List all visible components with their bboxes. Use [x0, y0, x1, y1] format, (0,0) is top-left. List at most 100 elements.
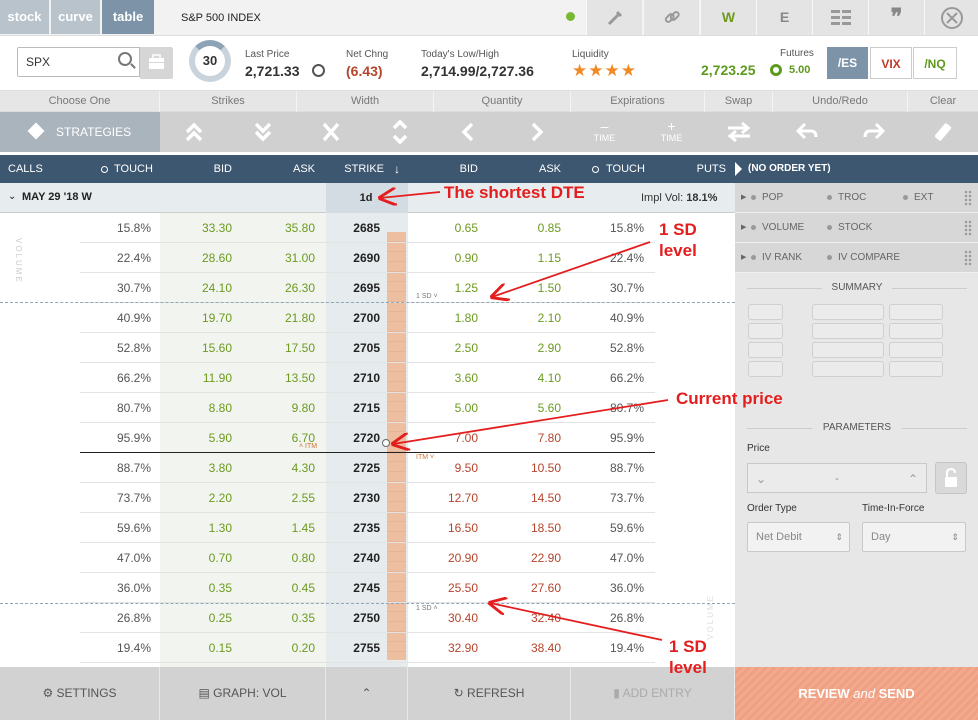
call-bid-cell[interactable]: 3.80: [208, 461, 232, 475]
quote-icon[interactable]: ❞: [868, 0, 924, 35]
strike-header[interactable]: STRIKE: [344, 163, 384, 175]
put-ask-cell[interactable]: 27.60: [530, 581, 561, 595]
put-bid-cell[interactable]: 25.50: [447, 581, 478, 595]
call-ask-cell[interactable]: 6.70: [291, 431, 315, 445]
put-ask-cell[interactable]: 2.10: [537, 311, 561, 325]
put-bid-cell[interactable]: 9.50: [454, 461, 478, 475]
call-ask-cell[interactable]: 9.80: [291, 401, 315, 415]
symbol-input[interactable]: SPX: [17, 47, 140, 77]
call-bid-cell[interactable]: 28.60: [201, 251, 232, 265]
touch-right-header[interactable]: TOUCH: [606, 163, 645, 175]
table-row[interactable]: 22.4% 28.60 31.00 2690 0.90 1.15 22.4%: [80, 243, 655, 273]
table-row[interactable]: 47.0% 0.70 0.80 2740 20.90 22.90 47.0%: [80, 543, 655, 573]
table-row[interactable]: 59.6% 1.30 1.45 2735 16.50 18.50 59.6%: [80, 513, 655, 543]
call-ask-cell[interactable]: 2.55: [291, 491, 315, 505]
table-row[interactable]: 26.8% 0.25 0.35 2750 30.40 32.40 26.8%: [80, 603, 655, 633]
put-bid-cell[interactable]: 1.25: [454, 281, 478, 295]
put-ask-cell[interactable]: 1.15: [537, 251, 561, 265]
table-row[interactable]: 15.8% 33.30 35.80 2685 0.65 0.85 15.8%: [80, 213, 655, 243]
put-ask-cell[interactable]: 0.85: [537, 221, 561, 235]
strikes-up-icon[interactable]: [160, 112, 228, 152]
put-ask-cell[interactable]: 32.40: [530, 611, 561, 625]
drag-handle-icon[interactable]: [964, 250, 972, 266]
call-ask-cell[interactable]: 0.45: [291, 581, 315, 595]
call-bid-cell[interactable]: 19.70: [201, 311, 232, 325]
order-type-select[interactable]: Net Debit ⇕: [747, 522, 850, 552]
time-minus-button[interactable]: – TIME: [571, 112, 638, 152]
table-row[interactable]: 95.9% 5.90 6.70 2720 7.00 7.80 95.9%: [80, 423, 655, 453]
call-ask-cell[interactable]: 4.30: [291, 461, 315, 475]
stat-iv-compare[interactable]: IV COMPARE: [827, 243, 900, 273]
eraser-icon[interactable]: [908, 112, 978, 152]
table-row[interactable]: 80.7% 8.80 9.80 2715 5.00 5.60 80.7%: [80, 393, 655, 423]
table-row[interactable]: 19.4% 0.15 0.20 2755 32.90 38.40 19.4%: [80, 633, 655, 663]
put-bid-cell[interactable]: 12.70: [447, 491, 478, 505]
pencil-icon[interactable]: [586, 0, 642, 35]
briefcase-icon[interactable]: [140, 47, 173, 79]
settings-button[interactable]: ⚙ SETTINGS: [0, 667, 160, 720]
put-bid-cell[interactable]: 2.50: [454, 341, 478, 355]
put-bid-header[interactable]: BID: [459, 163, 478, 175]
touch-left-header[interactable]: TOUCH: [114, 163, 153, 175]
width-expand-icon[interactable]: [365, 112, 434, 152]
table-row[interactable]: 36.0% 0.35 0.45 2745 25.50 27.60 36.0%: [80, 573, 655, 603]
price-up-icon[interactable]: ⌃: [907, 472, 918, 486]
table-row[interactable]: 66.2% 11.90 13.50 2710 3.60 4.10 66.2%: [80, 363, 655, 393]
time-plus-button[interactable]: + TIME: [638, 112, 705, 152]
put-ask-cell[interactable]: 22.90: [530, 551, 561, 565]
put-ask-cell[interactable]: 4.10: [537, 371, 561, 385]
e-button[interactable]: E: [756, 0, 812, 35]
quantity-down-icon[interactable]: [434, 112, 502, 152]
call-ask-cell[interactable]: 31.00: [284, 251, 315, 265]
review-send-button[interactable]: REVIEW and SEND: [735, 667, 978, 720]
no-order-header[interactable]: (NO ORDER YET): [735, 155, 978, 183]
grid-icon[interactable]: [812, 0, 868, 35]
tab-stock[interactable]: stock: [0, 0, 49, 34]
stats-row-3[interactable]: ▶ IV RANK IV COMPARE: [735, 243, 978, 273]
drag-handle-icon[interactable]: [964, 190, 972, 206]
call-bid-cell[interactable]: 0.35: [208, 581, 232, 595]
stat-volume[interactable]: VOLUME: [751, 213, 804, 243]
search-icon[interactable]: [118, 52, 132, 66]
call-bid-cell[interactable]: 0.25: [208, 611, 232, 625]
table-row[interactable]: 40.9% 19.70 21.80 2700 1.80 2.10 40.9%: [80, 303, 655, 333]
call-ask-cell[interactable]: 17.50: [284, 341, 315, 355]
stat-troc[interactable]: TROC: [827, 183, 866, 213]
stats-row-1[interactable]: ▶ POP TROC EXT: [735, 183, 978, 213]
call-bid-cell[interactable]: 2.20: [208, 491, 232, 505]
call-ask-cell[interactable]: 26.30: [284, 281, 315, 295]
call-ask-cell[interactable]: 0.35: [291, 611, 315, 625]
put-bid-cell[interactable]: 32.90: [447, 641, 478, 655]
link-icon[interactable]: [643, 0, 699, 35]
lock-icon[interactable]: [935, 462, 967, 494]
refresh-button[interactable]: ↻ REFRESH: [408, 667, 571, 720]
stat-ext[interactable]: EXT: [903, 183, 933, 213]
table-row[interactable]: 73.7% 2.20 2.55 2730 12.70 14.50 73.7%: [80, 483, 655, 513]
stat-stock[interactable]: STOCK: [827, 213, 872, 243]
call-ask-cell[interactable]: 13.50: [284, 371, 315, 385]
call-ask-cell[interactable]: 21.80: [284, 311, 315, 325]
put-ask-cell[interactable]: 5.60: [537, 401, 561, 415]
call-ask-header[interactable]: ASK: [292, 163, 315, 175]
table-row[interactable]: 88.7% 3.80 4.30 2725 9.50 10.50 88.7%: [80, 453, 655, 483]
swap-icon[interactable]: [705, 112, 773, 152]
call-ask-cell[interactable]: 1.45: [291, 521, 315, 535]
stats-row-2[interactable]: ▶ VOLUME STOCK: [735, 213, 978, 243]
nq-button[interactable]: /NQ: [913, 47, 957, 79]
stat-iv-rank[interactable]: IV RANK: [751, 243, 802, 273]
call-bid-cell[interactable]: 5.90: [208, 431, 232, 445]
call-bid-cell[interactable]: 15.60: [201, 341, 232, 355]
quantity-up-icon[interactable]: [502, 112, 571, 152]
width-narrow-icon[interactable]: [297, 112, 365, 152]
put-bid-cell[interactable]: 7.00: [454, 431, 478, 445]
call-bid-cell[interactable]: 33.30: [201, 221, 232, 235]
put-ask-cell[interactable]: 2.90: [537, 341, 561, 355]
call-bid-cell[interactable]: 0.15: [208, 641, 232, 655]
put-bid-cell[interactable]: 1.80: [454, 311, 478, 325]
call-bid-cell[interactable]: 0.70: [208, 551, 232, 565]
undo-icon[interactable]: [773, 112, 840, 152]
call-bid-header[interactable]: BID: [213, 163, 232, 175]
call-ask-cell[interactable]: 35.80: [284, 221, 315, 235]
put-bid-cell[interactable]: 0.90: [454, 251, 478, 265]
price-field[interactable]: ⌄ - ⌃: [747, 463, 927, 493]
